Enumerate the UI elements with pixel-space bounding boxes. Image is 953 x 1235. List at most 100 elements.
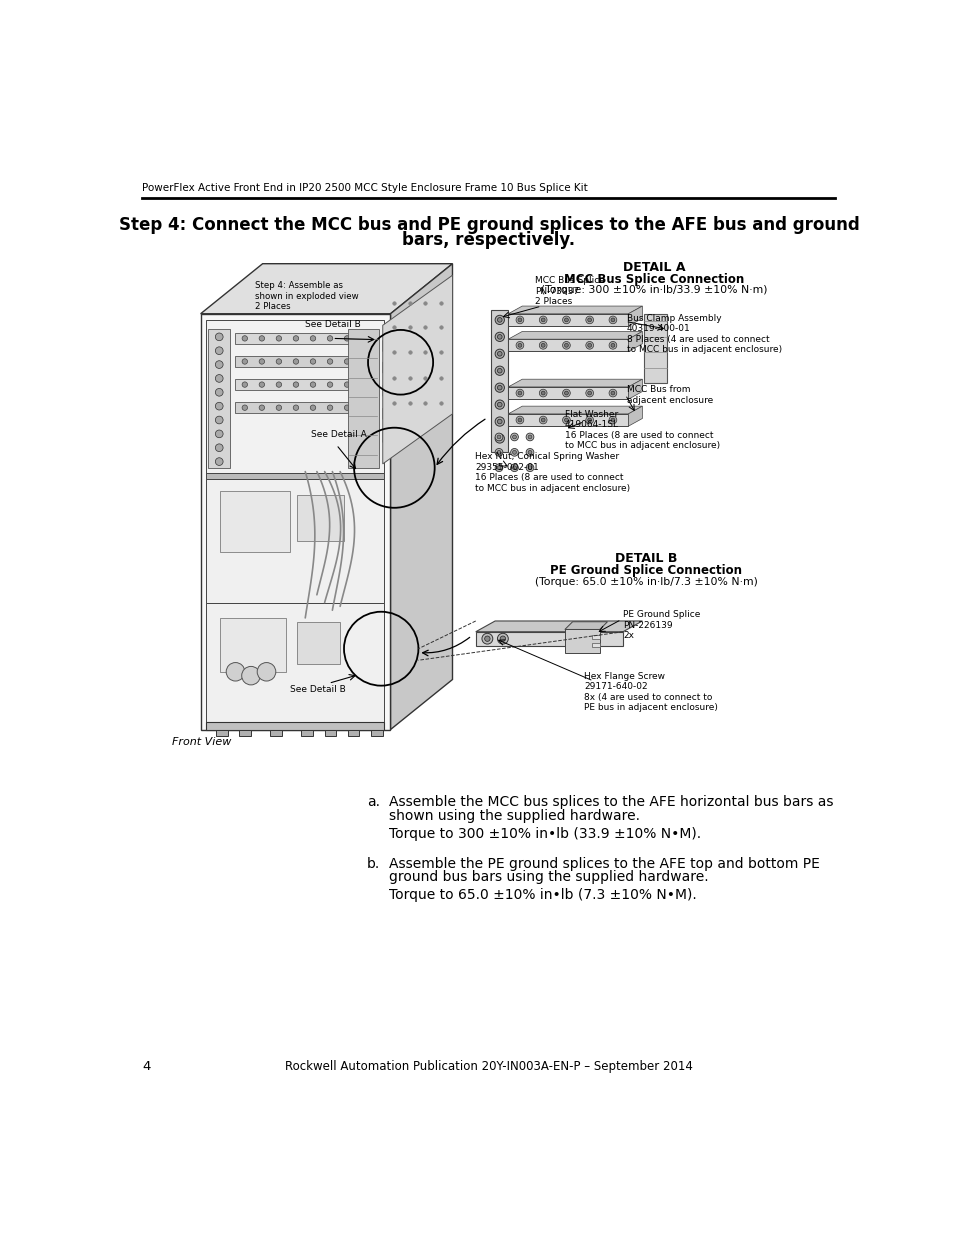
Polygon shape xyxy=(382,373,448,419)
Circle shape xyxy=(497,634,508,645)
Bar xyxy=(348,330,378,468)
Circle shape xyxy=(242,405,247,410)
Text: b.: b. xyxy=(367,857,380,871)
Circle shape xyxy=(215,333,223,341)
Circle shape xyxy=(525,448,534,456)
Polygon shape xyxy=(508,331,641,340)
Text: Rockwell Automation Publication 20Y-IN003A-EN-P – September 2014: Rockwell Automation Publication 20Y-IN00… xyxy=(285,1060,692,1072)
Text: Torque to 300 ±10% in•lb (33.9 ±10% N•M).: Torque to 300 ±10% in•lb (33.9 ±10% N•M)… xyxy=(389,826,700,841)
Polygon shape xyxy=(508,379,641,387)
Text: PowerFlex Active Front End in IP20 2500 MCC Style Enclosure Frame 10 Bus Splice : PowerFlex Active Front End in IP20 2500 … xyxy=(142,183,588,193)
Circle shape xyxy=(608,341,617,350)
Circle shape xyxy=(538,389,546,396)
Bar xyxy=(643,314,666,383)
Circle shape xyxy=(510,433,517,441)
Circle shape xyxy=(276,405,281,410)
Bar xyxy=(235,333,367,343)
Polygon shape xyxy=(382,322,448,373)
Circle shape xyxy=(585,416,593,424)
Circle shape xyxy=(276,382,281,388)
Polygon shape xyxy=(628,331,641,352)
Circle shape xyxy=(610,391,615,395)
Circle shape xyxy=(540,391,544,395)
Circle shape xyxy=(215,361,223,368)
Bar xyxy=(297,495,344,541)
Circle shape xyxy=(528,466,532,469)
Circle shape xyxy=(242,336,247,341)
Circle shape xyxy=(497,385,501,390)
Bar xyxy=(235,356,367,367)
Polygon shape xyxy=(628,306,641,326)
Circle shape xyxy=(497,419,501,424)
Circle shape xyxy=(344,382,350,388)
Circle shape xyxy=(497,436,501,441)
Text: Flat Washer
419064-1SL
16 Places (8 are used to connect
to MCC bus in adjacent e: Flat Washer 419064-1SL 16 Places (8 are … xyxy=(564,410,720,451)
Text: See Detail B: See Detail B xyxy=(305,320,360,329)
Text: DETAIL A: DETAIL A xyxy=(622,261,684,274)
Circle shape xyxy=(495,433,504,443)
Bar xyxy=(206,603,384,721)
Text: MCC Bus Splice Connection: MCC Bus Splice Connection xyxy=(563,273,743,285)
Circle shape xyxy=(226,662,245,680)
Circle shape xyxy=(525,433,534,441)
Circle shape xyxy=(495,433,502,441)
Text: PE Ground Splice Connection: PE Ground Splice Connection xyxy=(550,564,741,578)
Bar xyxy=(508,387,628,399)
Circle shape xyxy=(293,359,298,364)
Circle shape xyxy=(495,417,504,426)
Text: Torque to 65.0 ±10% in•lb (7.3 ±10% N•M).: Torque to 65.0 ±10% in•lb (7.3 ±10% N•M)… xyxy=(389,888,696,903)
Circle shape xyxy=(257,662,275,680)
Bar xyxy=(564,630,599,652)
Circle shape xyxy=(497,466,500,469)
Text: DETAIL B: DETAIL B xyxy=(615,552,677,566)
Text: Assemble the PE ground splices to the AFE top and bottom PE: Assemble the PE ground splices to the AF… xyxy=(389,857,819,871)
Circle shape xyxy=(516,416,523,424)
Bar xyxy=(235,379,367,390)
Circle shape xyxy=(610,317,615,322)
Polygon shape xyxy=(382,347,448,396)
Circle shape xyxy=(564,317,568,322)
Circle shape xyxy=(361,405,367,410)
Text: Step 4: Assemble as
shown in exploded view
2 Places: Step 4: Assemble as shown in exploded vi… xyxy=(254,282,358,311)
Text: ground bus bars using the supplied hardware.: ground bus bars using the supplied hardw… xyxy=(389,871,708,884)
Circle shape xyxy=(540,419,544,422)
Circle shape xyxy=(310,336,315,341)
Polygon shape xyxy=(476,621,641,632)
Polygon shape xyxy=(382,275,452,464)
Text: (Torque: 65.0 ±10% in·lb/7.3 ±10% N·m): (Torque: 65.0 ±10% in·lb/7.3 ±10% N·m) xyxy=(535,578,757,588)
Bar xyxy=(297,621,340,664)
Circle shape xyxy=(327,336,333,341)
Circle shape xyxy=(562,341,570,350)
Circle shape xyxy=(344,336,350,341)
Circle shape xyxy=(310,405,315,410)
Circle shape xyxy=(510,448,517,456)
Bar xyxy=(508,340,628,352)
Bar xyxy=(476,632,622,646)
Text: Hex Flange Screw
29171-640-02
8x (4 are used to connect to
PE bus in adjacent en: Hex Flange Screw 29171-640-02 8x (4 are … xyxy=(583,672,718,713)
Bar xyxy=(206,479,384,603)
Bar xyxy=(508,414,628,426)
Circle shape xyxy=(495,448,502,456)
Text: Step 4: Connect the MCC bus and PE ground splices to the AFE bus and ground: Step 4: Connect the MCC bus and PE groun… xyxy=(118,216,859,235)
Circle shape xyxy=(327,359,333,364)
Circle shape xyxy=(361,382,367,388)
Circle shape xyxy=(587,419,591,422)
Circle shape xyxy=(497,368,501,373)
Circle shape xyxy=(215,458,223,466)
Circle shape xyxy=(215,347,223,354)
Circle shape xyxy=(361,359,367,364)
Circle shape xyxy=(495,383,504,393)
Circle shape xyxy=(517,317,521,322)
Text: 4: 4 xyxy=(142,1060,151,1072)
Circle shape xyxy=(608,316,617,324)
Bar xyxy=(206,320,384,474)
Circle shape xyxy=(510,464,517,472)
Circle shape xyxy=(564,419,568,422)
Circle shape xyxy=(310,359,315,364)
Bar xyxy=(301,730,313,736)
Bar xyxy=(491,310,508,452)
Circle shape xyxy=(293,336,298,341)
Text: MCC Bus from
adjacent enclosure: MCC Bus from adjacent enclosure xyxy=(626,385,713,405)
Bar xyxy=(208,330,230,468)
Circle shape xyxy=(587,391,591,395)
